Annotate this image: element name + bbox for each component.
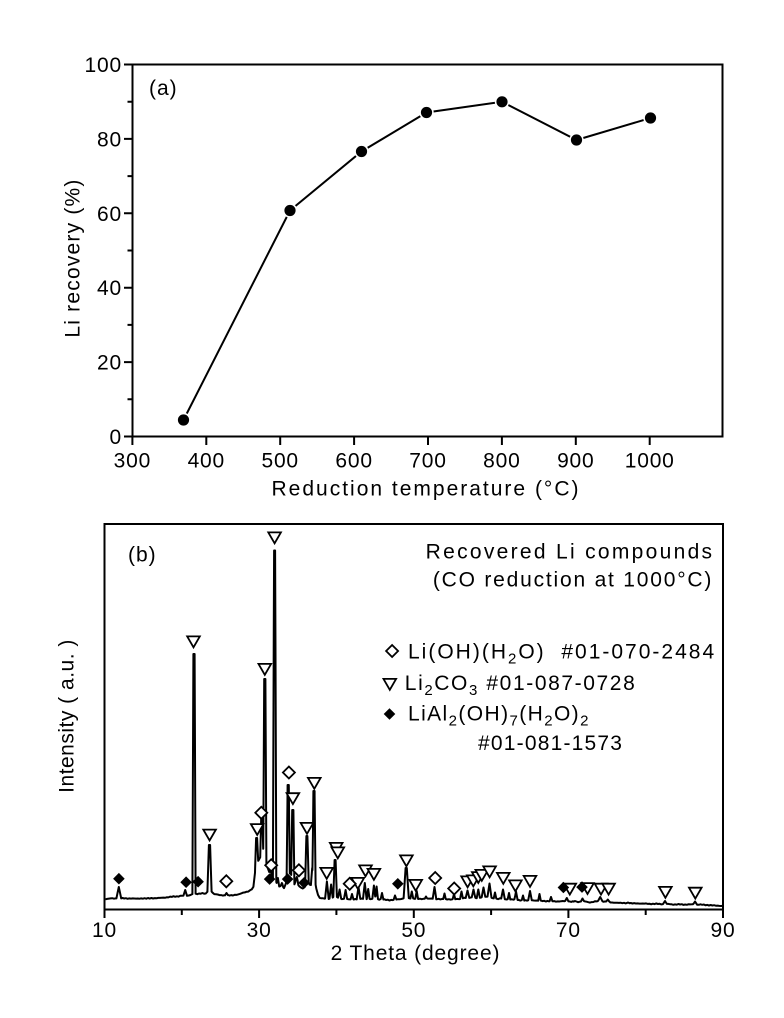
svg-text:Recovered Li compounds: Recovered Li compounds [426,541,715,564]
svg-text:0: 0 [110,426,122,449]
svg-text:900: 900 [557,450,594,473]
svg-text:Li2CO3 #01-087-0728: Li2CO3 #01-087-0728 [405,672,637,699]
svg-text:#01-081-1573: #01-081-1573 [478,732,623,755]
svg-text:20: 20 [97,352,122,375]
svg-text:400: 400 [188,450,225,473]
svg-text:Intensity ( a.u. ): Intensity ( a.u. ) [56,639,79,793]
svg-text:80: 80 [97,128,122,151]
svg-text:30: 30 [247,919,272,942]
svg-text:500: 500 [261,450,298,473]
svg-text:40: 40 [97,277,122,300]
svg-text:(a): (a) [149,77,178,100]
svg-text:(CO reduction at 1000°C): (CO reduction at 1000°C) [433,569,713,592]
svg-text:Li(OH)(H2O) #01-070-2484: Li(OH)(H2O) #01-070-2484 [408,641,716,668]
svg-text:Reduction temperature (°C): Reduction temperature (°C) [271,478,580,501]
svg-text:300: 300 [114,450,151,473]
svg-text:(b): (b) [128,544,157,567]
svg-text:1000: 1000 [625,450,675,473]
svg-text:700: 700 [409,450,446,473]
svg-text:2 Theta (degree): 2 Theta (degree) [331,942,501,965]
svg-text:600: 600 [335,450,372,473]
svg-text:800: 800 [483,450,520,473]
svg-text:60: 60 [97,203,122,226]
svg-text:70: 70 [556,919,581,942]
svg-text:LiAl2(OH)7(H2O)2: LiAl2(OH)7(H2O)2 [408,703,590,730]
svg-text:100: 100 [85,54,122,77]
svg-text:10: 10 [92,919,117,942]
svg-text:Li recovery (%): Li recovery (%) [62,178,85,337]
svg-text:50: 50 [401,919,426,942]
svg-text:90: 90 [711,919,736,942]
